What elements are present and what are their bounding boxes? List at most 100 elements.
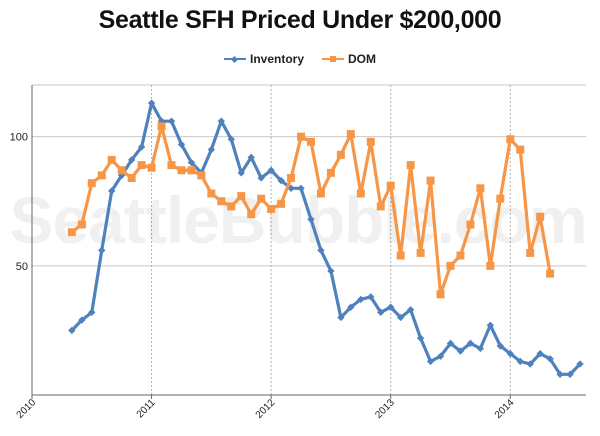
data-point-inventory: [556, 370, 564, 379]
data-point-inventory: [217, 117, 225, 125]
legend: Inventory DOM: [0, 52, 600, 66]
data-point-inventory: [108, 187, 116, 195]
data-point-dom: [187, 166, 196, 175]
data-point-dom: [356, 189, 365, 198]
data-point-dom: [287, 174, 296, 182]
x-tick-label: 2010: [15, 397, 39, 421]
data-point-dom: [147, 163, 156, 172]
data-point-inventory: [526, 360, 534, 368]
data-point-dom: [326, 168, 335, 177]
data-point-dom: [197, 171, 206, 180]
data-point-inventory: [506, 349, 514, 358]
data-point-inventory: [78, 316, 86, 324]
data-point-inventory: [436, 352, 445, 360]
data-point-dom: [277, 199, 286, 208]
data-point-dom: [546, 269, 555, 278]
data-point-dom: [476, 184, 485, 193]
data-point-inventory: [426, 357, 435, 366]
data-point-inventory: [546, 355, 554, 363]
data-point-inventory: [367, 293, 375, 301]
data-point-inventory: [576, 360, 584, 368]
data-point-dom: [426, 176, 435, 185]
data-point-dom: [127, 174, 136, 182]
x-tick-label: 2011: [135, 397, 158, 420]
data-point-inventory: [347, 303, 355, 311]
legend-swatch-dom: [322, 54, 344, 64]
data-point-inventory: [387, 303, 395, 311]
legend-label-dom: DOM: [348, 52, 376, 66]
legend-swatch-inventory: [223, 54, 246, 64]
data-point-inventory: [267, 166, 275, 174]
data-point-dom: [396, 251, 405, 260]
data-point-dom: [456, 251, 465, 260]
data-point-inventory: [147, 99, 156, 107]
data-point-dom: [386, 181, 395, 190]
data-point-dom: [466, 220, 475, 229]
data-point-inventory: [496, 342, 504, 350]
data-point-dom: [227, 202, 236, 211]
data-point-dom: [297, 132, 306, 141]
x-tick-label: 2014: [493, 397, 517, 421]
series-layer: [67, 99, 584, 379]
data-point-inventory: [516, 357, 524, 366]
data-point-inventory: [327, 267, 335, 275]
legend-label-inventory: Inventory: [249, 52, 304, 66]
data-point-dom: [137, 161, 146, 170]
data-point-inventory: [566, 370, 574, 379]
data-point-dom: [376, 202, 385, 211]
data-point-dom: [117, 166, 126, 175]
data-point-inventory: [177, 140, 186, 149]
data-point-dom: [267, 205, 276, 213]
data-point-inventory: [227, 135, 235, 143]
data-point-inventory: [127, 156, 136, 164]
chart-title: Seattle SFH Priced Under $200,000: [98, 6, 502, 34]
data-point-inventory: [456, 347, 465, 355]
data-point-inventory: [476, 344, 485, 353]
data-point-dom: [77, 220, 86, 229]
data-point-dom: [436, 290, 445, 299]
data-point-dom: [366, 137, 375, 146]
data-point-inventory: [337, 313, 345, 322]
data-point-dom: [67, 228, 76, 237]
data-point-dom: [107, 155, 116, 164]
data-point-inventory: [88, 308, 96, 317]
data-point-dom: [217, 197, 226, 206]
data-point-inventory: [167, 117, 176, 125]
y-tick-label: 100: [10, 132, 28, 144]
data-point-dom: [516, 145, 525, 154]
data-point-dom: [536, 212, 545, 221]
data-point-inventory: [377, 308, 385, 317]
data-point-dom: [446, 261, 455, 270]
data-point-dom: [406, 161, 415, 170]
data-point-dom: [526, 248, 535, 257]
series-dom: [67, 122, 555, 299]
data-point-dom: [496, 194, 505, 203]
data-point-dom: [336, 150, 345, 159]
legend-item-dom: DOM: [322, 52, 376, 66]
series-inventory: [68, 99, 584, 379]
data-point-dom: [346, 130, 355, 139]
data-point-inventory: [396, 313, 405, 322]
data-point-inventory: [486, 321, 495, 329]
data-point-inventory: [466, 339, 475, 348]
data-point-dom: [207, 189, 216, 198]
data-point-dom: [177, 166, 186, 175]
data-point-dom: [257, 194, 266, 203]
data-point-dom: [237, 192, 246, 201]
x-tick-label: 2012: [254, 397, 278, 421]
data-point-inventory: [406, 306, 415, 314]
data-point-inventory: [536, 349, 544, 358]
data-point-dom: [157, 122, 166, 131]
data-point-inventory: [257, 174, 265, 182]
data-point-inventory: [237, 169, 245, 177]
data-point-dom: [506, 135, 515, 144]
legend-item-inventory: Inventory: [223, 52, 304, 66]
data-point-dom: [486, 261, 495, 270]
data-point-inventory: [446, 339, 455, 348]
x-tick-label: 2013: [373, 397, 397, 421]
data-point-inventory: [416, 334, 425, 342]
data-point-dom: [416, 248, 425, 257]
data-point-dom: [87, 179, 96, 188]
data-point-dom: [316, 189, 325, 198]
